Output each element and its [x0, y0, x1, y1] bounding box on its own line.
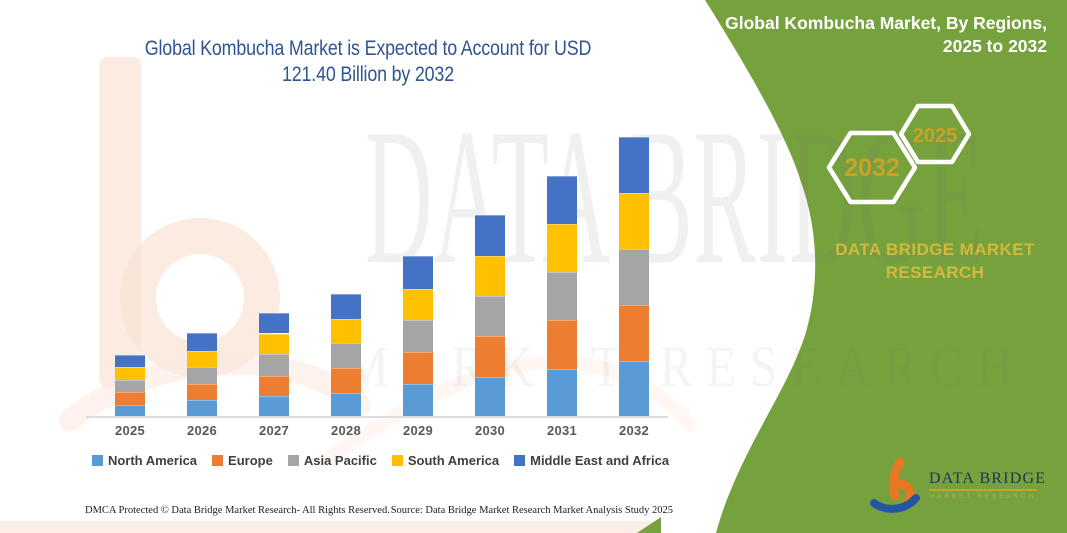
legend-item-europe: Europe	[212, 453, 273, 468]
panel-brand-line2: RESEARCH	[885, 263, 985, 282]
x-axis-label: 2031	[546, 423, 578, 438]
bar-segment-middle-east-and-africa	[259, 313, 289, 334]
bar-segment-south-america	[619, 192, 649, 250]
legend-swatch	[91, 455, 103, 466]
footer: DMCA Protected © Data Bridge Market Rese…	[85, 505, 673, 516]
legend-label: Asia Pacific	[303, 453, 377, 468]
bar-segment-north-america	[331, 392, 361, 417]
chart-title-line2: 121.40 Billion by 2032	[282, 63, 454, 86]
x-axis-label: 2030	[474, 423, 506, 438]
panel-brand-line1: DATA BRIDGE MARKET	[835, 240, 1035, 259]
x-axis-label: 2026	[186, 423, 218, 438]
bar-segment-south-america	[475, 256, 505, 296]
bar-segment-south-america	[187, 350, 217, 368]
x-axis-label: 2032	[618, 423, 650, 438]
bar-segment-asia-pacific	[619, 249, 649, 305]
bar-segment-europe	[259, 375, 289, 397]
bar-segment-south-america	[547, 224, 577, 273]
bar-segment-europe	[547, 320, 577, 369]
hexagon-2025-outline	[898, 103, 972, 165]
bar-segment-asia-pacific	[259, 354, 289, 376]
hexagon-2032-year: 2032	[844, 154, 900, 182]
bar-segment-south-america	[115, 367, 145, 380]
bar-segment-middle-east-and-africa	[403, 256, 433, 289]
bar-segment-north-america	[259, 396, 289, 417]
bar-segment-north-america	[547, 368, 577, 417]
legend-swatch	[391, 455, 403, 466]
dbmr-logo-b-icon	[870, 458, 920, 513]
x-axis-label: 2025	[114, 423, 146, 438]
bar-segment-north-america	[403, 384, 433, 417]
legend-swatch	[212, 455, 224, 466]
dmca-text: DMCA Protected © Data Bridge Market Rese…	[85, 505, 390, 516]
legend-item-north-america: North America	[91, 453, 198, 468]
bar-segment-asia-pacific	[475, 295, 505, 337]
x-axis-label: 2028	[330, 423, 362, 438]
bar-segment-europe	[331, 367, 361, 393]
source-text: Source: Data Bridge Market Research Mark…	[390, 505, 673, 516]
dbmr-logo: DATA BRIDGE MARKET RESEARCH	[870, 458, 1046, 514]
bar-segment-north-america	[187, 400, 217, 417]
bar-segment-south-america	[259, 333, 289, 355]
legend-swatch	[287, 455, 299, 466]
hexagon-2032-outline	[826, 130, 918, 205]
bar-segment-middle-east-and-africa	[475, 214, 505, 256]
logo-underline	[929, 489, 1037, 491]
bar-segment-middle-east-and-africa	[187, 333, 217, 351]
bar-segment-middle-east-and-africa	[331, 294, 361, 319]
hexagons-graphic: 2032 2025	[826, 103, 972, 205]
x-axis-line	[86, 416, 668, 418]
bar-segment-middle-east-and-africa	[547, 175, 577, 225]
bar-segment-north-america	[619, 361, 649, 417]
bar-segment-asia-pacific	[115, 379, 145, 393]
bar-segment-middle-east-and-africa	[115, 354, 145, 368]
bar-segment-europe	[115, 392, 145, 405]
bar-segment-south-america	[403, 288, 433, 321]
bar-segment-asia-pacific	[331, 343, 361, 368]
legend-label: North America	[107, 453, 198, 468]
legend-swatch	[514, 455, 526, 466]
bar-segment-asia-pacific	[403, 320, 433, 353]
logo-name: DATA BRIDGE	[929, 470, 1047, 487]
bar-segment-europe	[187, 383, 217, 401]
bar-segment-asia-pacific	[547, 272, 577, 321]
x-axis-label: 2027	[258, 423, 290, 438]
bar-segment-europe	[475, 336, 505, 377]
x-axis-label: 2029	[402, 423, 434, 438]
legend-item-south-america: South America	[391, 453, 500, 468]
legend-item-asia-pacific: Asia Pacific	[287, 453, 377, 468]
panel-title-line2: 2025 to 2032	[942, 36, 1047, 56]
legend-label: Europe	[228, 453, 273, 468]
panel-brand-text: DATA BRIDGE MARKET RESEARCH	[805, 238, 1065, 284]
hexagon-2025-year: 2025	[913, 125, 958, 147]
bar-segment-north-america	[475, 376, 505, 417]
chart-title-line1: Global Kombucha Market is Expected to Ac…	[144, 37, 592, 60]
panel-title-line1: Global Kombucha Market, By Regions,	[725, 13, 1047, 33]
bar-segment-europe	[403, 352, 433, 385]
logo-subtitle: MARKET RESEARCH	[929, 493, 1036, 500]
bar-segment-europe	[619, 304, 649, 362]
chart-title: Global Kombucha Market is Expected to Ac…	[130, 36, 606, 88]
dbmr-logo-text: DATA BRIDGE MARKET RESEARCH	[929, 458, 1046, 500]
chart-legend: North America Europe Asia Pacific South Ame…	[88, 453, 673, 468]
bar-segment-south-america	[331, 318, 361, 344]
legend-item-middle-east-and-africa: Middle East and Africa	[514, 453, 669, 468]
legend-label: South America	[407, 453, 500, 468]
panel-title: Global Kombucha Market, By Regions, 2025…	[707, 12, 1047, 58]
legend-label: Middle East and Africa	[530, 453, 670, 468]
bar-segment-middle-east-and-africa	[619, 137, 649, 193]
bar-segment-asia-pacific	[187, 367, 217, 384]
